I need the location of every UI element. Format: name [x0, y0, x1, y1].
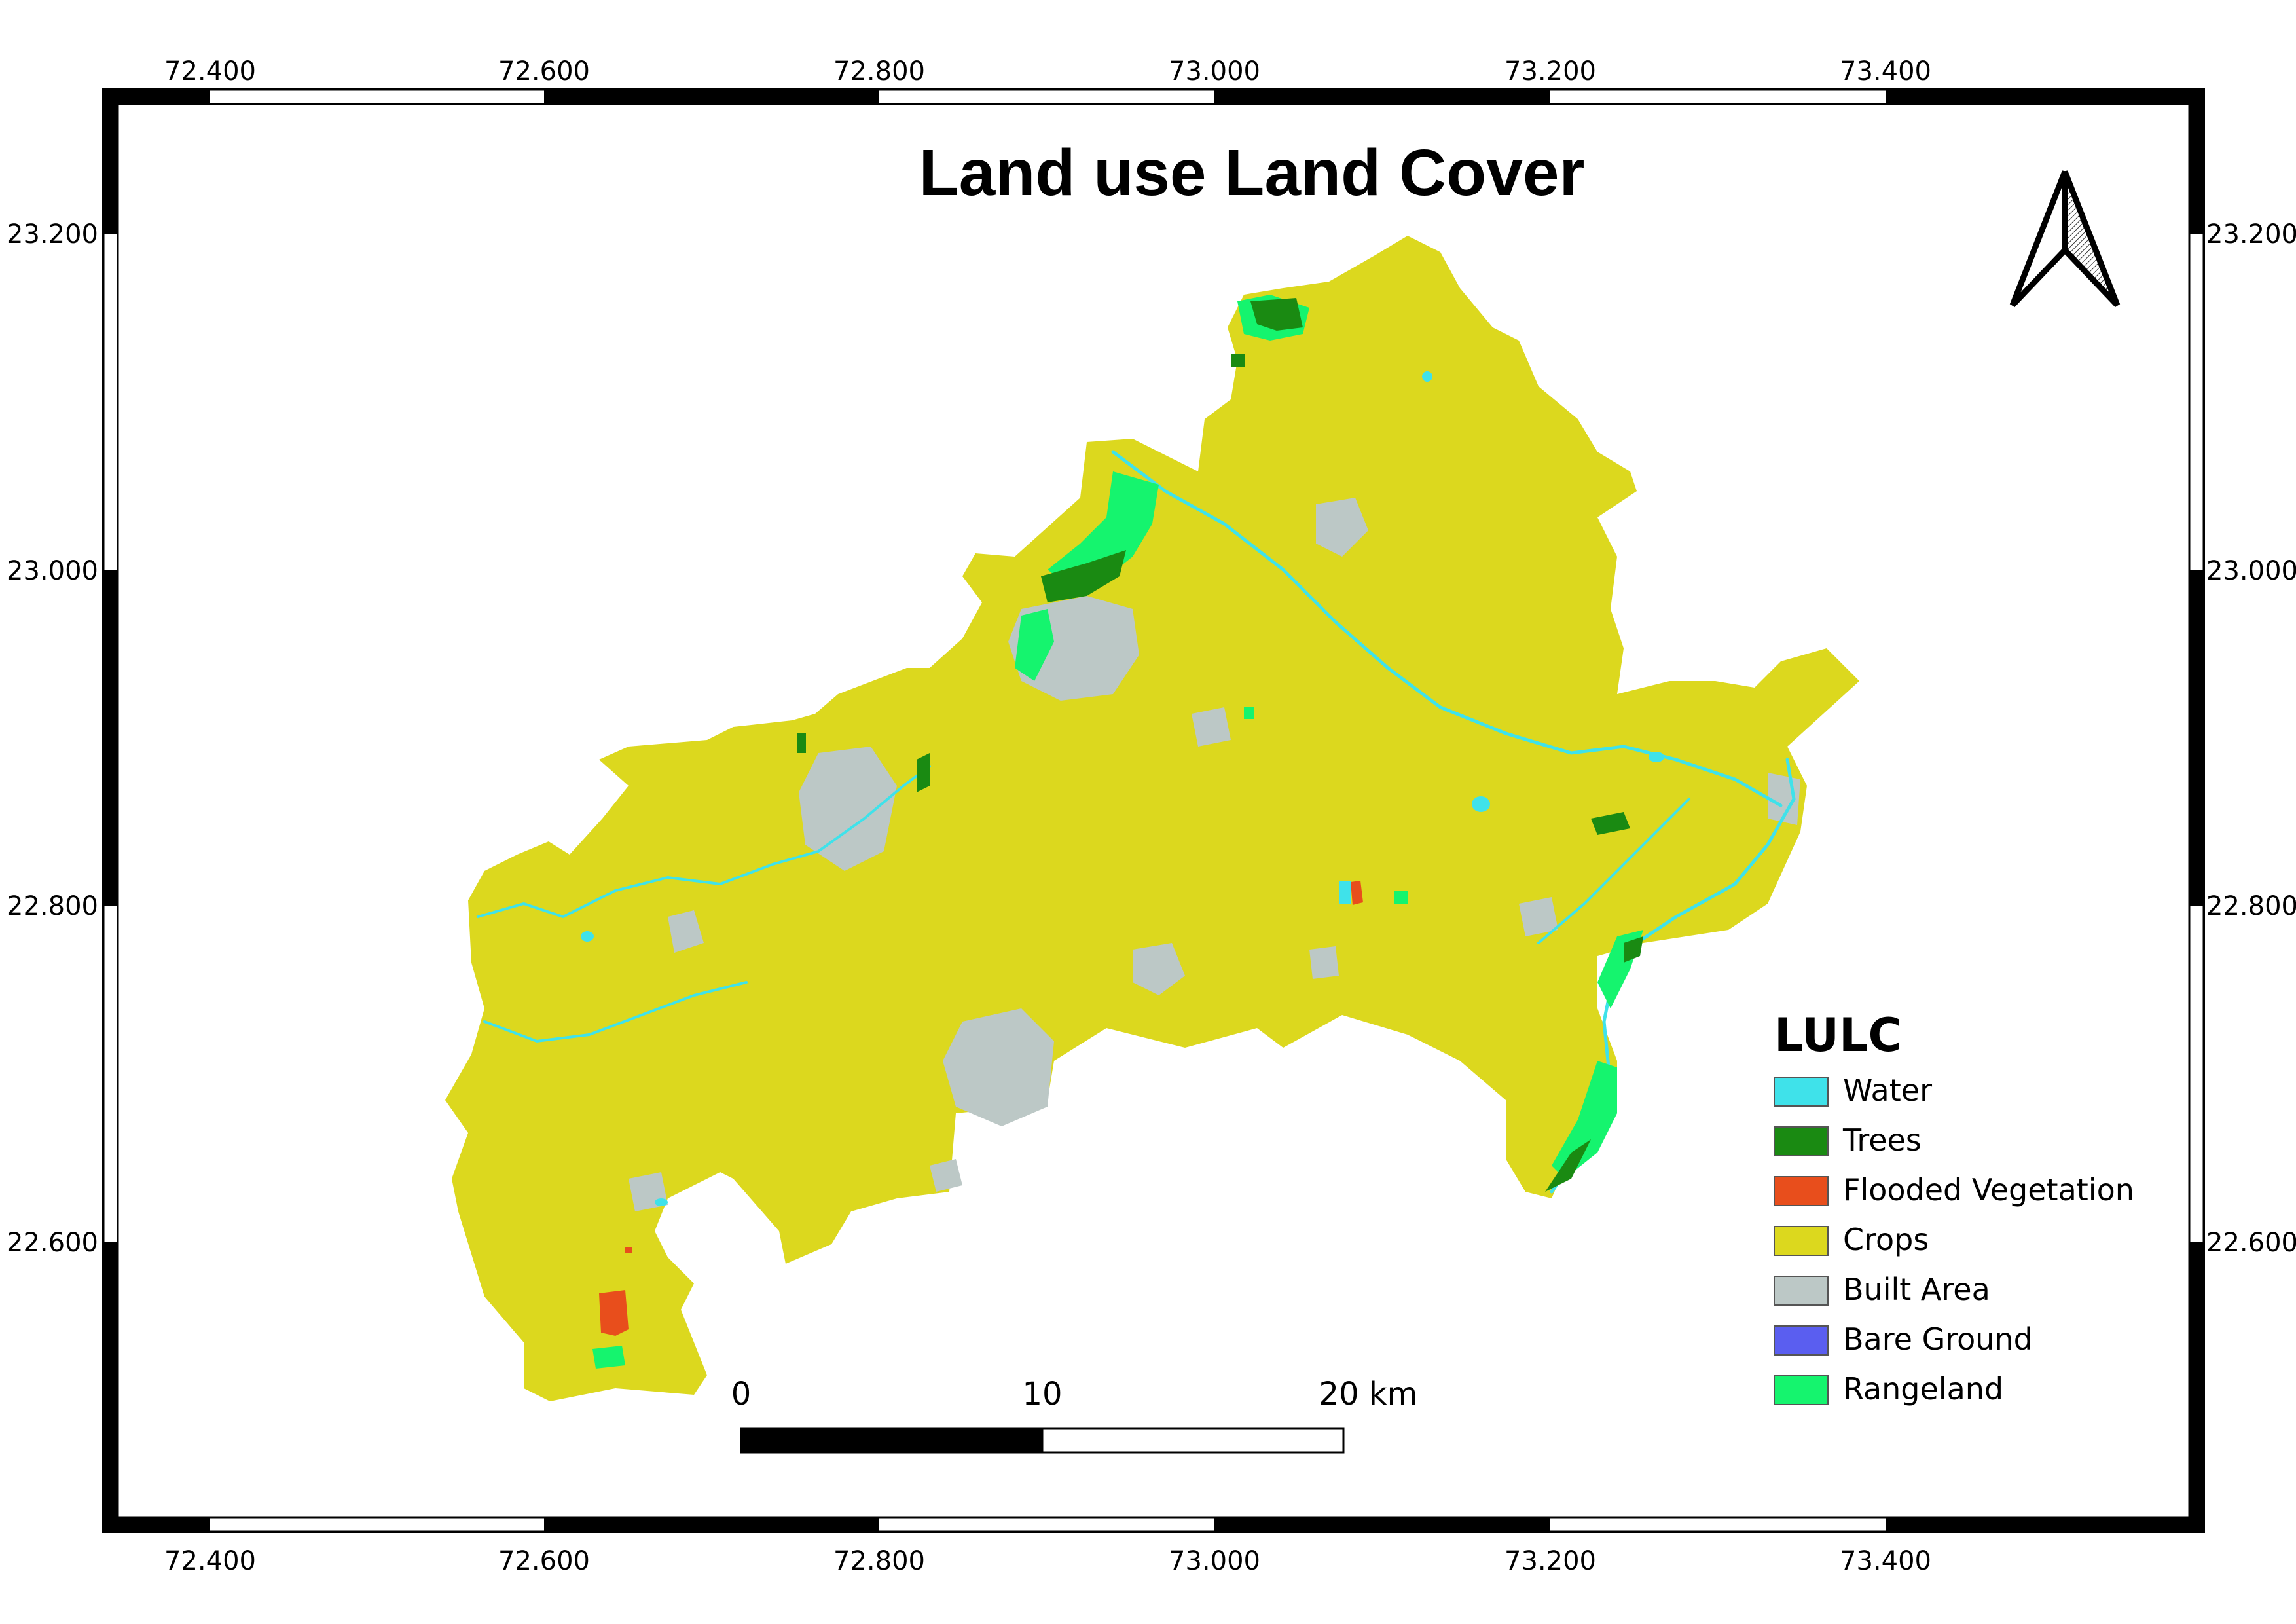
tree-patch	[917, 753, 930, 792]
water-bodies	[581, 371, 1664, 1206]
x-tick-label: 72.600	[498, 56, 590, 86]
map-frame	[102, 88, 2205, 1533]
rangeland-patch	[592, 1346, 625, 1369]
y-tick-label: 22.600	[2206, 1228, 2296, 1258]
x-tick-label: 73.000	[1169, 56, 1260, 86]
built-area-patch	[799, 747, 897, 871]
legend-label-water: Water	[1843, 1073, 1932, 1108]
x-tick-label: 73.400	[1840, 1546, 1931, 1576]
legend-swatch-bare-ground	[1774, 1325, 1829, 1356]
x-tick-label: 73.200	[1504, 1546, 1596, 1576]
legend-label-trees: Trees	[1842, 1122, 1922, 1158]
x-axis-top-labels: 72.400 72.600 72.800 73.000 73.200 73.40…	[164, 56, 1931, 86]
built-area-patch	[1316, 498, 1368, 557]
tree-patches	[797, 298, 1643, 1192]
x-tick-label: 72.800	[833, 1546, 925, 1576]
built-area-patch	[943, 1008, 1054, 1126]
rangeland-patch	[1394, 891, 1408, 904]
legend-swatch-rangeland	[1774, 1375, 1829, 1405]
legend-swatch-flooded-vegetation	[1774, 1176, 1829, 1206]
legend-label-crops: Crops	[1843, 1222, 1929, 1257]
scale-bar: 0 10 20 km	[731, 1376, 1418, 1454]
scale-label-0: 0	[731, 1376, 752, 1412]
legend: LULC Water Trees Flooded Vegetation Crop…	[1774, 1008, 2134, 1407]
flooded-vegetation-patch	[625, 1247, 632, 1253]
built-area-patch	[1133, 943, 1185, 995]
north-arrow-icon	[2009, 170, 2121, 308]
rangeland-patch	[1244, 707, 1254, 719]
built-area-patch	[930, 1159, 962, 1192]
built-area-patch	[1309, 946, 1339, 979]
y-axis-right-labels: 23.200 23.000 22.800 22.600	[2206, 219, 2296, 1258]
legend-swatch-water	[1774, 1077, 1829, 1107]
tree-patch	[1041, 550, 1126, 602]
water-body	[655, 1198, 668, 1206]
legend-swatch-built-area	[1774, 1276, 1829, 1306]
river	[1111, 450, 1783, 807]
scale-segment-white	[1041, 1427, 1345, 1454]
built-area-patch	[1519, 897, 1558, 936]
tree-patch	[797, 733, 806, 753]
built-area-patch	[668, 910, 704, 953]
tree-patch	[1545, 1139, 1591, 1192]
water-body	[581, 931, 594, 942]
river	[1537, 798, 1690, 944]
x-tick-label: 72.800	[833, 56, 925, 86]
y-tick-label: 22.800	[7, 891, 98, 921]
legend-label-rangeland: Rangeland	[1843, 1371, 2003, 1407]
x-axis-bottom-labels: 72.400 72.600 72.800 73.000 73.200 73.40…	[164, 1546, 1931, 1576]
built-area-patch	[1192, 707, 1231, 747]
x-tick-label: 73.200	[1504, 56, 1596, 86]
water-body	[1649, 752, 1664, 762]
flooded-vegetation-patch	[599, 1290, 629, 1336]
water-body	[1422, 371, 1432, 382]
y-tick-label: 23.000	[2206, 556, 2296, 586]
built-area-patches	[629, 498, 1800, 1211]
flooded-vegetation-patch	[1351, 881, 1363, 905]
map-title: Land use Land Cover	[919, 136, 1585, 210]
river	[477, 765, 931, 919]
rangeland-patch	[1552, 1061, 1617, 1179]
y-tick-label: 23.000	[7, 556, 98, 586]
rangeland-patch	[1015, 609, 1054, 681]
legend-swatch-crops	[1774, 1226, 1829, 1256]
legend-title: LULC	[1774, 1008, 1902, 1062]
scale-segment-black	[740, 1427, 1044, 1454]
rangeland-patch	[1048, 471, 1159, 589]
tree-patch	[1591, 812, 1630, 835]
x-tick-label: 72.400	[164, 56, 256, 86]
river	[483, 981, 748, 1043]
district-land-cover	[445, 236, 1859, 1401]
x-tick-label: 73.400	[1840, 56, 1931, 86]
y-tick-label: 22.600	[7, 1228, 98, 1258]
y-axis-left-labels: 23.200 23.000 22.800 22.600	[7, 219, 98, 1258]
crops-area	[445, 236, 1859, 1401]
water-body	[1339, 881, 1351, 904]
tree-patch	[1250, 298, 1303, 331]
water-body	[1472, 796, 1490, 812]
legend-swatch-trees	[1774, 1126, 1829, 1156]
x-tick-label: 72.600	[498, 1546, 590, 1576]
legend-label-built-area: Built Area	[1843, 1272, 1990, 1307]
tree-patch	[1624, 936, 1643, 963]
y-tick-label: 23.200	[7, 219, 98, 249]
scale-label-20km: 20 km	[1319, 1376, 1418, 1412]
tree-patch	[1231, 354, 1245, 367]
y-tick-label: 22.800	[2206, 891, 2296, 921]
y-tick-label: 23.200	[2206, 219, 2296, 249]
scale-label-10: 10	[1022, 1376, 1062, 1412]
x-tick-label: 72.400	[164, 1546, 256, 1576]
legend-label-bare-ground: Bare Ground	[1843, 1321, 2033, 1357]
legend-label-flooded-vegetation: Flooded Vegetation	[1843, 1172, 2134, 1208]
flooded-vegetation-patches	[599, 881, 1363, 1336]
x-tick-label: 73.000	[1169, 1546, 1260, 1576]
